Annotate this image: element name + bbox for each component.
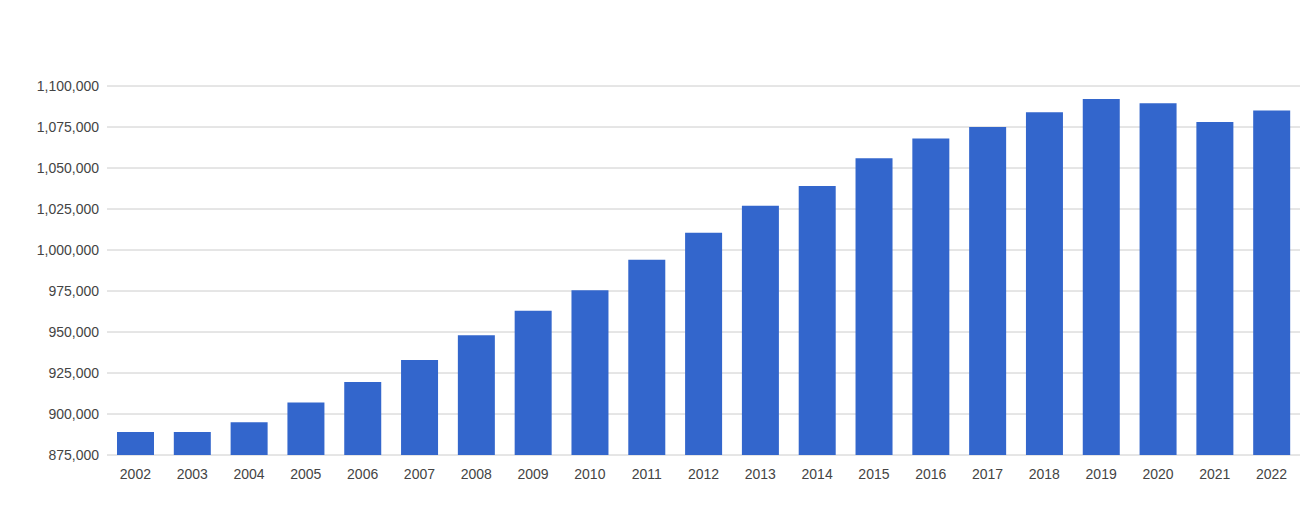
svg-text:2019: 2019 bbox=[1086, 466, 1117, 482]
svg-text:925,000: 925,000 bbox=[48, 365, 99, 381]
svg-text:2007: 2007 bbox=[404, 466, 435, 482]
svg-text:975,000: 975,000 bbox=[48, 283, 99, 299]
svg-text:1,100,000: 1,100,000 bbox=[37, 78, 99, 94]
svg-text:1,050,000: 1,050,000 bbox=[37, 160, 99, 176]
svg-text:2020: 2020 bbox=[1142, 466, 1173, 482]
svg-text:2014: 2014 bbox=[802, 466, 833, 482]
svg-text:1,075,000: 1,075,000 bbox=[37, 119, 99, 135]
svg-text:2022: 2022 bbox=[1256, 466, 1287, 482]
svg-text:2016: 2016 bbox=[915, 466, 946, 482]
svg-text:2015: 2015 bbox=[858, 466, 889, 482]
svg-text:2010: 2010 bbox=[574, 466, 605, 482]
svg-text:2002: 2002 bbox=[120, 466, 151, 482]
svg-text:2017: 2017 bbox=[972, 466, 1003, 482]
svg-text:2005: 2005 bbox=[290, 466, 321, 482]
svg-text:2003: 2003 bbox=[177, 466, 208, 482]
svg-text:2009: 2009 bbox=[517, 466, 548, 482]
svg-text:1,000,000: 1,000,000 bbox=[37, 242, 99, 258]
svg-text:2021: 2021 bbox=[1199, 466, 1230, 482]
svg-text:2012: 2012 bbox=[688, 466, 719, 482]
svg-text:2018: 2018 bbox=[1029, 466, 1060, 482]
svg-text:875,000: 875,000 bbox=[48, 447, 99, 463]
svg-text:1,025,000: 1,025,000 bbox=[37, 201, 99, 217]
svg-text:2011: 2011 bbox=[632, 466, 662, 482]
svg-text:950,000: 950,000 bbox=[48, 324, 99, 340]
svg-text:900,000: 900,000 bbox=[48, 406, 99, 422]
svg-text:2013: 2013 bbox=[745, 466, 776, 482]
svg-text:2008: 2008 bbox=[461, 466, 492, 482]
svg-text:2004: 2004 bbox=[233, 466, 264, 482]
svg-text:2006: 2006 bbox=[347, 466, 378, 482]
